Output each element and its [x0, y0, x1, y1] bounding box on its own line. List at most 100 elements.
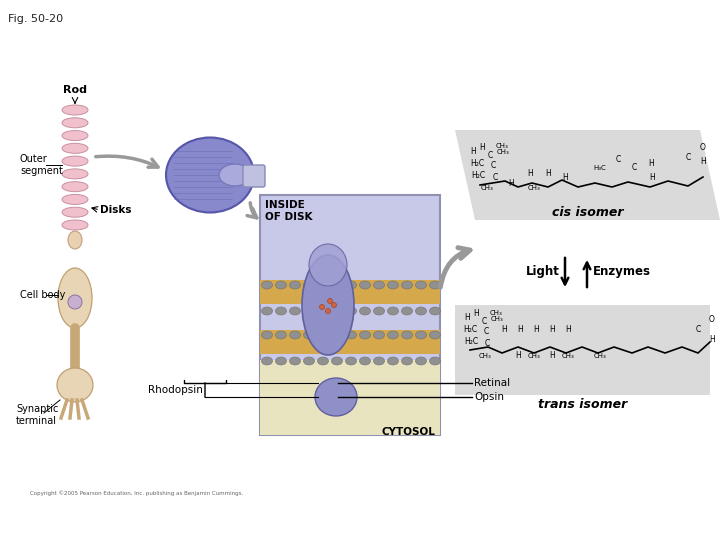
Ellipse shape: [68, 295, 82, 309]
Ellipse shape: [289, 307, 300, 315]
Text: H: H: [649, 173, 655, 183]
Ellipse shape: [331, 302, 336, 307]
Ellipse shape: [62, 169, 88, 179]
Ellipse shape: [415, 331, 426, 339]
Text: CH₃: CH₃: [593, 353, 606, 359]
Text: H: H: [700, 158, 706, 166]
Ellipse shape: [309, 244, 347, 286]
Text: H: H: [470, 147, 476, 157]
Text: O: O: [700, 144, 706, 152]
FancyBboxPatch shape: [260, 195, 440, 435]
Text: C: C: [685, 153, 690, 163]
Text: H: H: [517, 326, 523, 334]
Text: C: C: [487, 151, 492, 159]
Text: H: H: [565, 326, 571, 334]
Ellipse shape: [331, 357, 343, 365]
Text: Opsin: Opsin: [474, 392, 504, 402]
Text: H: H: [479, 143, 485, 152]
Ellipse shape: [62, 105, 88, 115]
Text: C: C: [492, 172, 498, 181]
FancyBboxPatch shape: [260, 360, 440, 435]
Text: CH₃: CH₃: [562, 353, 575, 359]
Ellipse shape: [402, 281, 413, 289]
Ellipse shape: [304, 331, 315, 339]
Text: H: H: [464, 313, 470, 321]
Ellipse shape: [68, 231, 82, 249]
Text: C: C: [696, 326, 701, 334]
Text: Light: Light: [526, 266, 560, 279]
Ellipse shape: [318, 357, 328, 365]
Ellipse shape: [387, 307, 398, 315]
Ellipse shape: [359, 281, 371, 289]
Ellipse shape: [304, 307, 315, 315]
Ellipse shape: [261, 307, 272, 315]
Ellipse shape: [62, 156, 88, 166]
Text: H: H: [562, 173, 568, 183]
FancyBboxPatch shape: [260, 280, 440, 304]
Text: Enzymes: Enzymes: [593, 266, 651, 279]
Ellipse shape: [289, 331, 300, 339]
Ellipse shape: [331, 307, 343, 315]
Text: CYTOSOL: CYTOSOL: [381, 427, 435, 437]
Text: C: C: [485, 340, 490, 348]
Text: H: H: [533, 326, 539, 334]
Ellipse shape: [430, 357, 441, 365]
Ellipse shape: [331, 331, 343, 339]
FancyBboxPatch shape: [260, 330, 440, 354]
Text: Synaptic
terminal: Synaptic terminal: [16, 404, 58, 426]
Ellipse shape: [62, 220, 88, 230]
Ellipse shape: [430, 331, 441, 339]
Text: H₂C: H₂C: [470, 159, 484, 167]
Text: Copyright ©2005 Pearson Education, Inc. publishing as Benjamin Cummings.: Copyright ©2005 Pearson Education, Inc. …: [30, 490, 243, 496]
Ellipse shape: [346, 281, 356, 289]
Text: Fig. 50-20: Fig. 50-20: [8, 14, 63, 24]
Ellipse shape: [387, 357, 398, 365]
Ellipse shape: [374, 307, 384, 315]
Text: C: C: [490, 160, 495, 170]
Ellipse shape: [302, 255, 354, 355]
Ellipse shape: [62, 143, 88, 153]
Ellipse shape: [289, 357, 300, 365]
Text: H₂C: H₂C: [471, 171, 485, 179]
Ellipse shape: [62, 207, 88, 217]
Ellipse shape: [328, 299, 333, 303]
Text: CH₃: CH₃: [490, 310, 503, 316]
Text: cis isomer: cis isomer: [552, 206, 624, 219]
Ellipse shape: [359, 357, 371, 365]
Text: H: H: [527, 170, 533, 179]
Text: Disks: Disks: [100, 205, 132, 215]
Text: trans isomer: trans isomer: [539, 397, 628, 410]
Text: Cell body: Cell body: [20, 290, 66, 300]
Ellipse shape: [261, 281, 272, 289]
Ellipse shape: [387, 331, 398, 339]
Ellipse shape: [415, 357, 426, 365]
Text: CH₃: CH₃: [481, 185, 493, 191]
Ellipse shape: [359, 307, 371, 315]
Ellipse shape: [62, 181, 88, 192]
Ellipse shape: [374, 281, 384, 289]
Ellipse shape: [166, 138, 254, 213]
Ellipse shape: [219, 164, 251, 186]
Text: INSIDE
OF DISK: INSIDE OF DISK: [265, 200, 312, 221]
Ellipse shape: [387, 281, 398, 289]
Ellipse shape: [346, 357, 356, 365]
Ellipse shape: [402, 357, 413, 365]
Ellipse shape: [318, 281, 328, 289]
Ellipse shape: [346, 331, 356, 339]
Ellipse shape: [276, 307, 287, 315]
Text: H: H: [508, 179, 514, 187]
Text: Outer
segment: Outer segment: [20, 154, 63, 176]
Text: C: C: [631, 164, 636, 172]
Ellipse shape: [261, 331, 272, 339]
Ellipse shape: [276, 331, 287, 339]
Ellipse shape: [415, 281, 426, 289]
Ellipse shape: [346, 307, 356, 315]
Text: H: H: [545, 170, 551, 179]
Ellipse shape: [359, 331, 371, 339]
Ellipse shape: [320, 305, 325, 309]
Ellipse shape: [430, 281, 441, 289]
Ellipse shape: [374, 331, 384, 339]
Text: H: H: [473, 308, 479, 318]
Text: H: H: [648, 159, 654, 167]
Text: CH₃: CH₃: [528, 185, 541, 191]
